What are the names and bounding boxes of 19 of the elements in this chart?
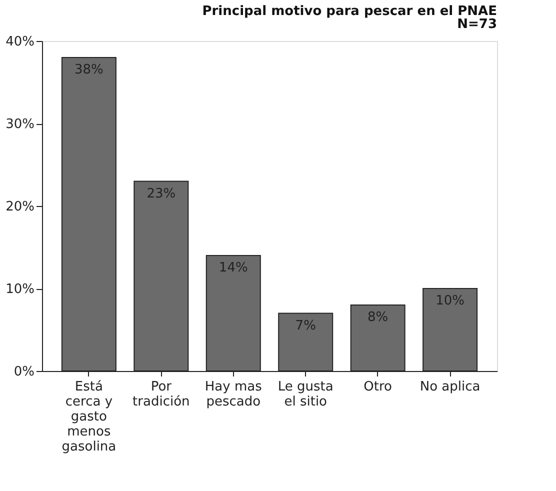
data-label: 23% [146, 186, 176, 202]
x-tick-label: Otro [364, 380, 392, 394]
x-tick-label: Hay mas pescado [204, 380, 262, 410]
x-tick-label: Está cerca y gasto menos gasolina [62, 380, 116, 454]
data-label: 14% [218, 260, 248, 276]
x-tick-label: Por tradición [132, 380, 190, 410]
data-label: 38% [74, 62, 104, 78]
y-tick-label: 10% [6, 282, 34, 297]
chart-title: Principal motivo para pescar en el PNAE [202, 4, 497, 19]
data-label: 8% [368, 310, 388, 325]
data-label: 7% [295, 318, 316, 334]
y-tick-label: 40% [6, 34, 34, 50]
data-label: 10% [436, 294, 465, 308]
x-tick-label: Le gusta el sitio [278, 380, 334, 410]
y-tick-label: 20% [6, 200, 34, 214]
chart-subtitle: N=73 [457, 17, 497, 32]
y-tick-label: 0% [14, 364, 34, 380]
y-tick-label: 30% [6, 117, 34, 132]
x-tick-label: No aplica [420, 380, 480, 394]
